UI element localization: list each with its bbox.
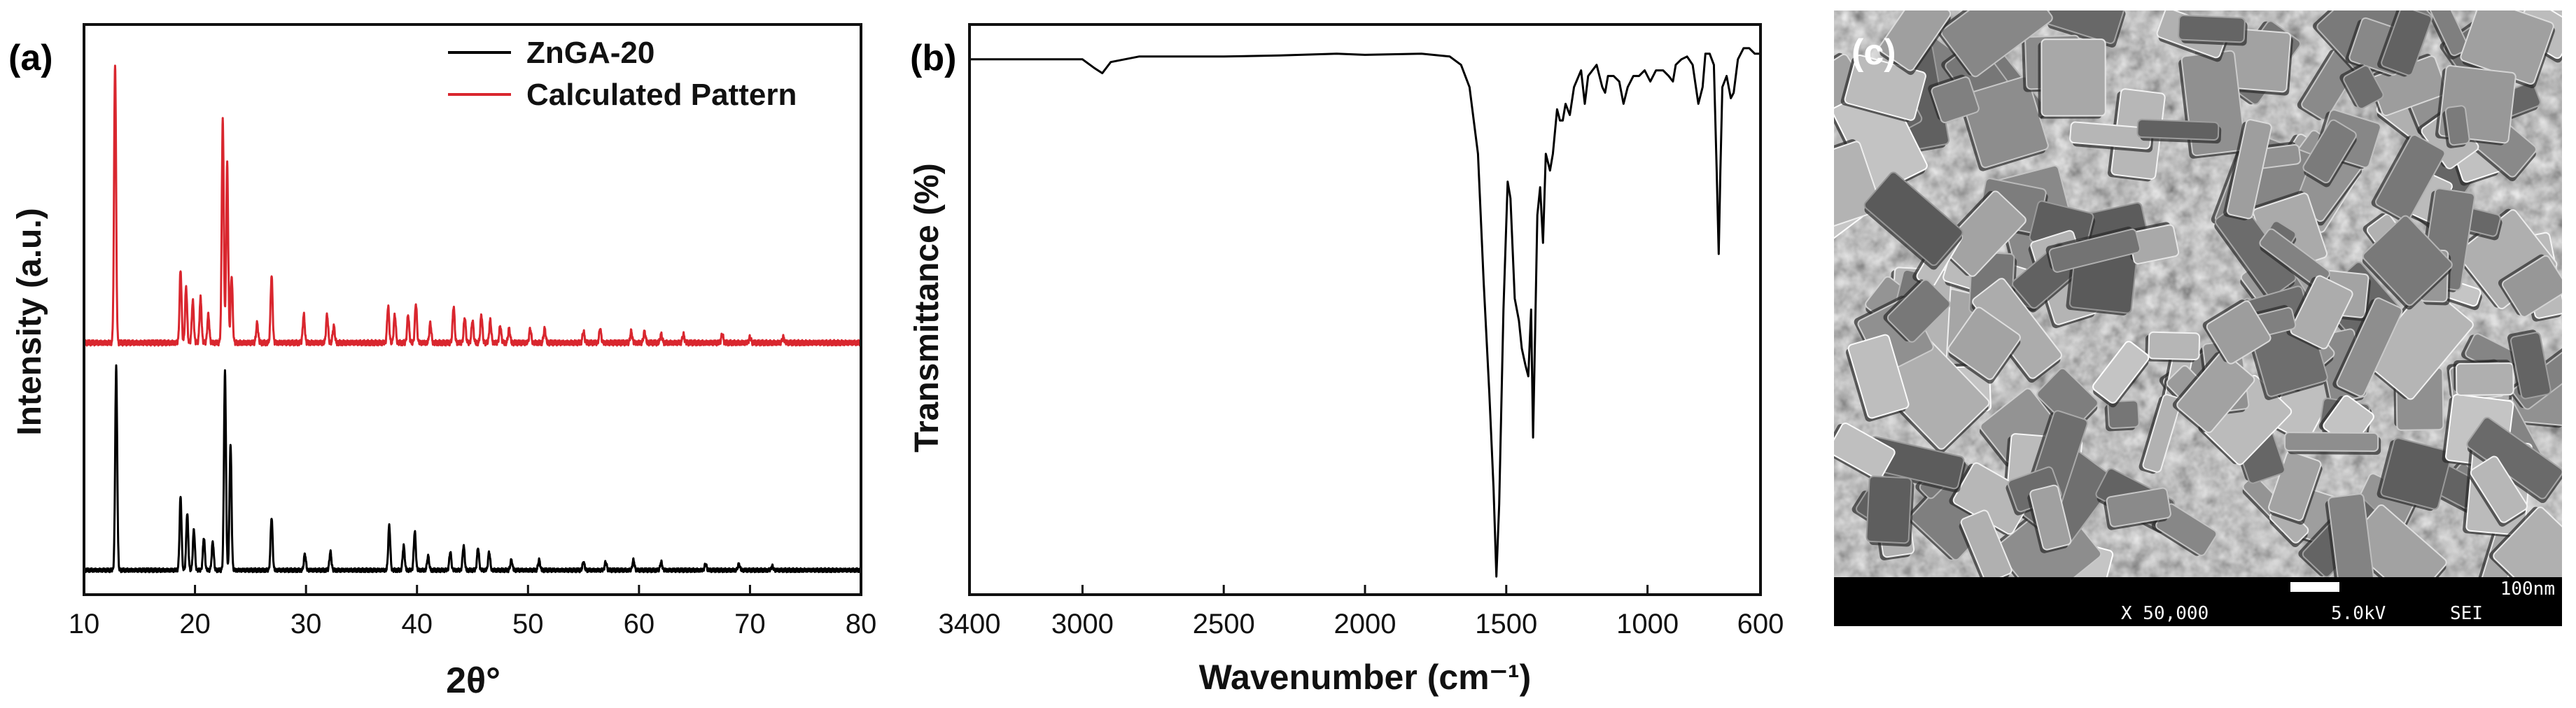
sem-grain [2297,48,2360,120]
x-tick-label: 3400 [939,609,1001,639]
x-tick-label: 20 [179,609,211,639]
sem-grain [2104,487,2171,530]
ftir-spectrum-line [969,47,1760,578]
sem-grain [2362,215,2453,310]
sem-magnification: X 50,000 [2121,603,2208,624]
x-tick-label: 50 [512,609,544,639]
sem-grain [2377,10,2432,77]
panel-a-legend: ZnGA-20 Calculated Pattern [448,36,797,112]
sem-grain [2092,341,2150,408]
sem-grain [1937,10,2053,78]
panel-a-plot-area [84,64,861,574]
panel-b: (b) Transmittance (%) Wavenumber (cm⁻¹) … [909,23,1784,697]
sem-grain [1834,423,1896,480]
x-tick-label: 600 [1737,609,1784,639]
sem-grain [1979,388,2058,467]
sem-grain [2453,360,2514,397]
sem-grain [2286,275,2353,350]
sem-grain [2376,437,2452,511]
panel-c: 100nm X 50,000 5.0kV SEI (c) [1834,10,2562,626]
sem-grain [1878,10,1952,76]
x-tick-label: 1000 [1616,609,1679,639]
sem-grain [2145,331,2201,362]
panel-b-frame [968,23,1762,596]
sem-image [1834,10,2562,626]
sem-grain [2178,15,2248,46]
panel-a-x-ticks: 10 20 30 40 50 60 70 80 [69,585,877,639]
x-tick-label: 2000 [1334,609,1396,639]
sem-grain [2360,285,2474,400]
panel-b-x-ticks: 3400 3000 2500 2000 1500 1000 600 [939,585,1784,639]
panel-b-plot-area [969,47,1760,578]
sem-grain [1949,462,2033,535]
panel-a: (a) Intensity (a.u.) 2θ° 10 20 30 40 50 60 70 8… [8,23,877,701]
sem-grain [1883,279,1951,343]
sem-grain [1959,76,2049,171]
panel-a-label: (a) [8,38,53,78]
panel-c-label: (c) [1851,32,1896,73]
x-tick-label: 80 [846,609,877,639]
sem-grain [2371,134,2446,222]
sem-grain [2302,119,2357,187]
x-tick-label: 70 [734,609,766,639]
sem-scale-bar [2290,582,2339,592]
sem-grain [1959,509,2012,586]
sem-grain [2469,455,2528,527]
x-tick-label: 3000 [1051,609,1114,639]
sem-grain [1845,334,1910,422]
x-tick-label: 2500 [1193,609,1255,639]
legend-label-calculated: Calculated Pattern [526,78,797,112]
sem-grain [2027,484,2072,553]
sem-grain [2045,10,2126,48]
sem-info-bar [1834,577,2562,626]
panel-a-frame [83,23,862,596]
panel-b-ylabel: Transmittance (%) [909,163,946,452]
sem-grain [2498,254,2562,318]
sem-grain [2332,297,2403,397]
sem-mode: SEI [2450,603,2483,624]
x-tick-label: 60 [624,609,655,639]
sem-grain [1947,306,2021,384]
sem-grain [2223,119,2272,221]
sem-grain [1834,139,1882,229]
x-tick-label: 40 [401,609,433,639]
sem-grain [2202,299,2272,364]
sem-grain [2104,399,2140,432]
x-tick-label: 10 [69,609,100,639]
sem-grain [2125,222,2180,264]
sem-grain [2339,64,2384,110]
sem-scale-label: 100nm [2500,579,2555,600]
sem-grain [1928,74,1980,124]
sem-grain [2045,226,2141,273]
sem-grain [2069,121,2154,153]
series-line-1 [84,64,861,347]
x-tick-label: 30 [290,609,322,639]
sem-grain [2172,351,2255,434]
sem-grain [2442,105,2470,148]
sem-grain [2507,330,2552,399]
sem-grain [2460,10,2555,89]
sem-grain [2136,118,2222,144]
sem-grain [2284,432,2381,455]
sem-grain [1938,190,2026,277]
sem-voltage: 5.0kV [2331,603,2386,624]
legend-label-zngA20: ZnGA-20 [526,36,654,70]
sem-grain [2038,38,2106,119]
sem-grain [2325,493,2375,593]
panel-a-xlabel: 2θ° [446,660,500,701]
panel-b-xlabel: Wavenumber (cm⁻¹) [1199,658,1532,697]
sem-grain [2138,394,2182,474]
panel-b-label: (b) [910,38,956,78]
sem-grain [2421,10,2469,59]
panel-a-ylabel: Intensity (a.u.) [11,208,48,435]
sem-grain [1865,475,1914,547]
series-line-0 [84,364,861,574]
sem-grain [1863,171,1963,270]
x-tick-label: 1500 [1475,609,1537,639]
